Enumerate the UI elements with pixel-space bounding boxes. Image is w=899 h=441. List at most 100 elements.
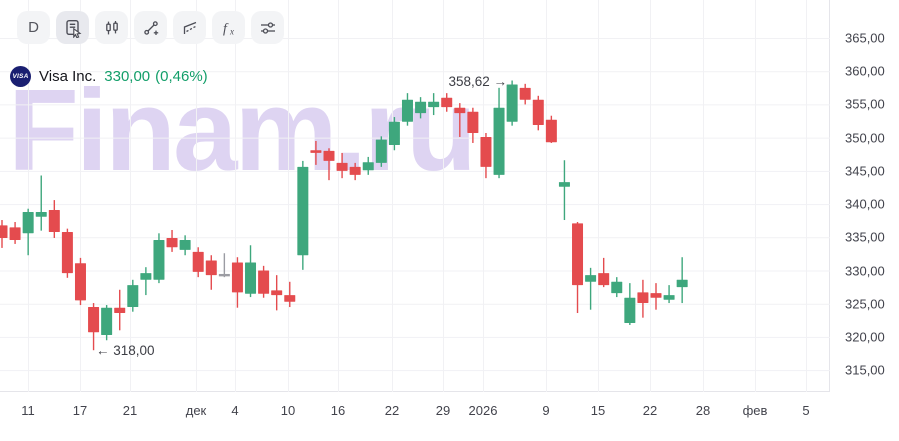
document-cursor-icon [63, 18, 83, 38]
ticker-price: 330,00 [104, 68, 151, 85]
candle-body [611, 281, 623, 294]
time-axis-label: 22 [642, 403, 658, 418]
candle-body [388, 121, 400, 145]
drawing-tools-button[interactable] [134, 11, 167, 44]
candle-body [192, 251, 204, 272]
price-axis[interactable]: 365,00 360,00 355,00 350,00 345,00 340,00 335,… [831, 0, 899, 392]
candle-body [258, 270, 270, 294]
candle-body [506, 84, 518, 122]
candle-body [101, 307, 113, 335]
candle-body [349, 166, 361, 175]
candle-body [88, 307, 100, 333]
ticker-quote: 330,00 (0,46%) [104, 68, 207, 85]
templates-button[interactable] [56, 11, 89, 44]
candle-body [585, 275, 597, 282]
candle-body [114, 307, 126, 314]
price-axis-label: 360,00 [845, 63, 885, 79]
candle-body [650, 293, 662, 298]
price-axis-label: 345,00 [845, 163, 885, 179]
price-annotation: ← 318,00 [96, 343, 155, 358]
time-axis-label: 21 [122, 403, 138, 418]
candle-body [271, 290, 283, 296]
candles-layer [0, 80, 688, 351]
candlestick-chart[interactable] [0, 0, 830, 392]
sliders-icon [258, 18, 278, 38]
candle-body [231, 262, 243, 293]
candle-body [493, 107, 505, 175]
price-axis-label: 340,00 [845, 196, 885, 212]
ticker-change: (0,46%) [155, 68, 208, 85]
candle-body [637, 292, 649, 304]
candle-body [663, 295, 675, 300]
candle-body [415, 101, 427, 114]
price-axis-label: 330,00 [845, 263, 885, 278]
trendline-plus-icon [141, 18, 161, 38]
candle-body [428, 101, 440, 108]
candle-body [624, 297, 636, 323]
candle-body [532, 99, 544, 126]
time-axis-label: 2026 [468, 403, 498, 418]
candle-body [375, 139, 387, 163]
candle-body [0, 225, 8, 238]
candle-body [401, 99, 413, 122]
time-axis-label: 9 [542, 403, 550, 418]
candle-body [48, 210, 60, 232]
candle-body [545, 119, 557, 143]
fx-icon: f x [219, 18, 239, 38]
chart-type-button[interactable] [95, 11, 128, 44]
chart-plot-area[interactable]: Finam.ru 358,62 → ← 318,00 [0, 0, 830, 392]
candle-body [297, 166, 309, 256]
candle-body [284, 295, 296, 302]
price-axis-label: 365,00 [845, 30, 885, 46]
price-axis-label: 335,00 [845, 229, 885, 245]
candlestick-icon [102, 18, 122, 38]
visa-logo: VISA [10, 66, 31, 87]
time-axis-label: дек [185, 403, 207, 418]
candle-body [61, 231, 73, 274]
candle-body [166, 237, 178, 248]
candle-body [74, 263, 86, 301]
time-axis-label: 11 [21, 403, 35, 418]
time-axis-label: фев [742, 403, 768, 418]
time-axis-label: 5 [802, 403, 810, 418]
time-axis-label: 15 [590, 403, 606, 418]
price-axis-label: 355,00 [845, 96, 885, 112]
candle-body [572, 223, 584, 286]
candle-body [310, 150, 322, 153]
candle-body [35, 212, 47, 217]
candle-body [676, 279, 688, 288]
candle-body [441, 97, 453, 108]
candle-body [153, 239, 165, 280]
forecast-button[interactable] [173, 11, 206, 44]
ticker-name: Visa Inc. [39, 68, 97, 85]
time-axis-label: 22 [384, 403, 400, 418]
candle-body [336, 162, 348, 171]
time-axis-label: 29 [435, 403, 451, 418]
timeframe-button[interactable]: D [17, 11, 50, 44]
candle-body [558, 182, 570, 187]
candle-body [598, 273, 610, 286]
timeframe-label: D [28, 19, 39, 36]
time-axis-label: 17 [72, 403, 88, 418]
grid-layer [0, 0, 830, 392]
settings-button[interactable] [251, 11, 284, 44]
forecast-icon [180, 18, 200, 38]
time-axis-label: 28 [695, 403, 711, 418]
candle-body [245, 262, 257, 294]
ticker-row[interactable]: VISA Visa Inc. 330,00 (0,46%) [10, 66, 208, 87]
candle-body [362, 162, 374, 171]
chart-toolbar: D [17, 11, 284, 44]
time-axis-label: 4 [231, 403, 239, 418]
time-axis-label: 10 [280, 403, 296, 418]
candle-body [454, 107, 466, 114]
time-axis-label: 16 [330, 403, 346, 418]
price-axis-label: 325,00 [845, 296, 885, 312]
candle-body [519, 87, 531, 100]
price-axis-label: 350,00 [845, 130, 885, 146]
time-axis[interactable]: 11 17 21 дек 4 10 16 22 29 2026 9 15 22 28 фев 5 [0, 393, 830, 440]
candle-body [140, 273, 152, 280]
indicators-button[interactable]: f x [212, 11, 245, 44]
candle-body [205, 260, 217, 276]
candle-body [127, 285, 139, 308]
